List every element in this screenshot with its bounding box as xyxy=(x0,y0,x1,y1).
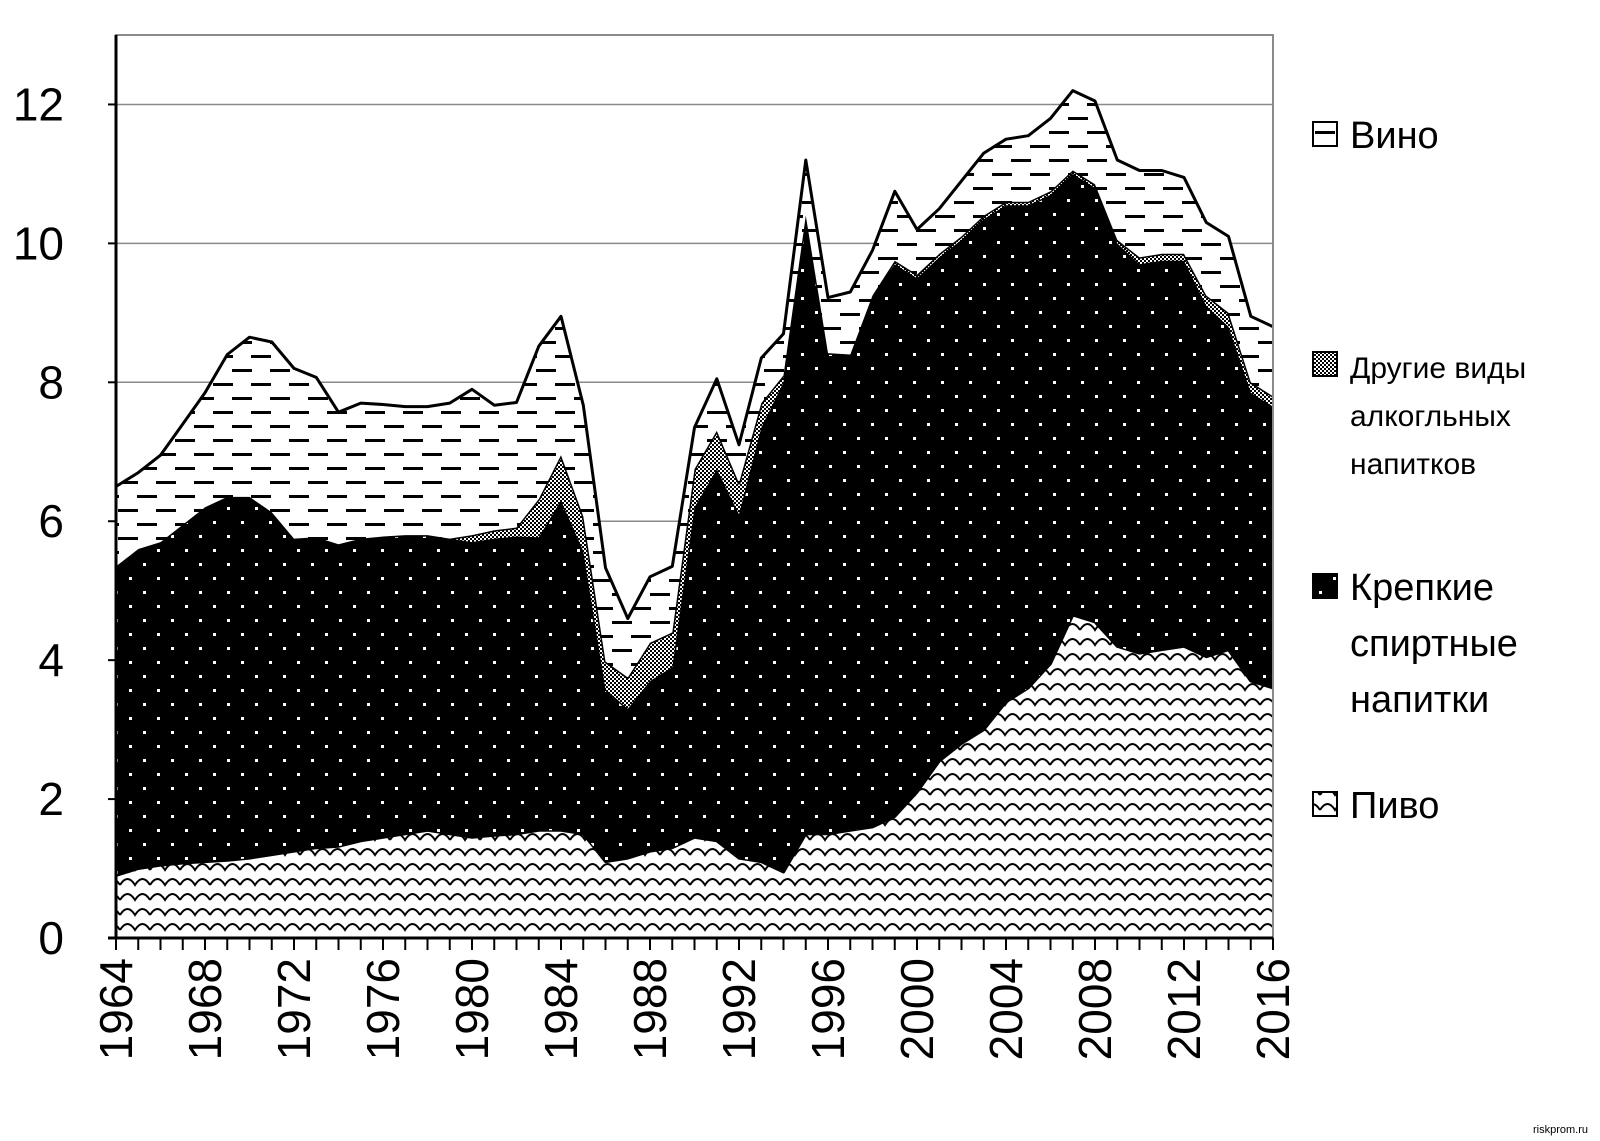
x-tick-label: 2016 xyxy=(1247,958,1299,1060)
legend-label: Вино xyxy=(1350,115,1439,157)
x-tick-label: 2012 xyxy=(1158,958,1210,1060)
legend-label: напитки xyxy=(1350,679,1489,721)
legend-label: Другие виды xyxy=(1350,352,1526,385)
x-tick-label: 2008 xyxy=(1069,958,1121,1060)
legend-item-1: Другие виды алкогльных напитков xyxy=(1312,351,1526,481)
y-tick-label: 8 xyxy=(38,356,64,408)
area-series-1 xyxy=(116,173,1273,876)
legend-item-3: Пиво xyxy=(1312,785,1439,827)
legend-label: Пиво xyxy=(1350,785,1439,827)
y-tick-label: 12 xyxy=(13,78,64,130)
series-outline-3 xyxy=(115,89,1274,620)
area-series-3 xyxy=(116,90,1273,678)
y-axis-ticks: 0 2 4 6 8 10 12 xyxy=(13,78,64,964)
x-tick-label: 2004 xyxy=(980,958,1032,1060)
x-tick-label: 1976 xyxy=(357,958,409,1060)
legend-label: спиртные xyxy=(1350,623,1518,665)
y-tick-label: 0 xyxy=(38,912,64,964)
legend-swatch xyxy=(1312,573,1338,599)
x-tick-label: 1992 xyxy=(713,958,765,1060)
legend-item-2: Крепкие спиртные напитки xyxy=(1312,567,1518,721)
legend-swatch xyxy=(1312,351,1338,377)
legend: Вино Другие виды алкогльных напитков Крепкие… xyxy=(1312,115,1526,827)
y-tick-label: 4 xyxy=(38,634,64,686)
x-tick-label: 1996 xyxy=(802,958,854,1060)
y-tick-label: 2 xyxy=(38,773,64,825)
x-axis-ticks: 1964 1968 1972 1976 1980 1984 1988 1992 1996 2000… xyxy=(90,958,1299,1060)
x-tick-label: 1968 xyxy=(179,958,231,1060)
x-tick-label: 1980 xyxy=(446,958,498,1060)
legend-label: алкогльных xyxy=(1350,400,1511,433)
x-tick-label: 1984 xyxy=(535,958,587,1060)
axes xyxy=(108,34,1274,950)
legend-label: напитков xyxy=(1350,448,1476,481)
x-tick-label: 2000 xyxy=(891,958,943,1060)
x-tick-label: 1988 xyxy=(624,958,676,1060)
area-series xyxy=(115,89,1274,938)
source-watermark: riskprom.ru xyxy=(1533,1124,1588,1136)
x-tick-label: 1972 xyxy=(268,958,320,1060)
legend-label: Крепкие xyxy=(1350,567,1494,609)
x-tick-label: 1964 xyxy=(90,958,142,1060)
area-series-0 xyxy=(116,615,1273,938)
legend-item-0: Вино xyxy=(1312,115,1439,157)
y-tick-label: 10 xyxy=(13,217,64,269)
legend-swatch xyxy=(1312,791,1338,817)
legend-swatch xyxy=(1312,121,1338,147)
y-tick-label: 6 xyxy=(38,495,64,547)
